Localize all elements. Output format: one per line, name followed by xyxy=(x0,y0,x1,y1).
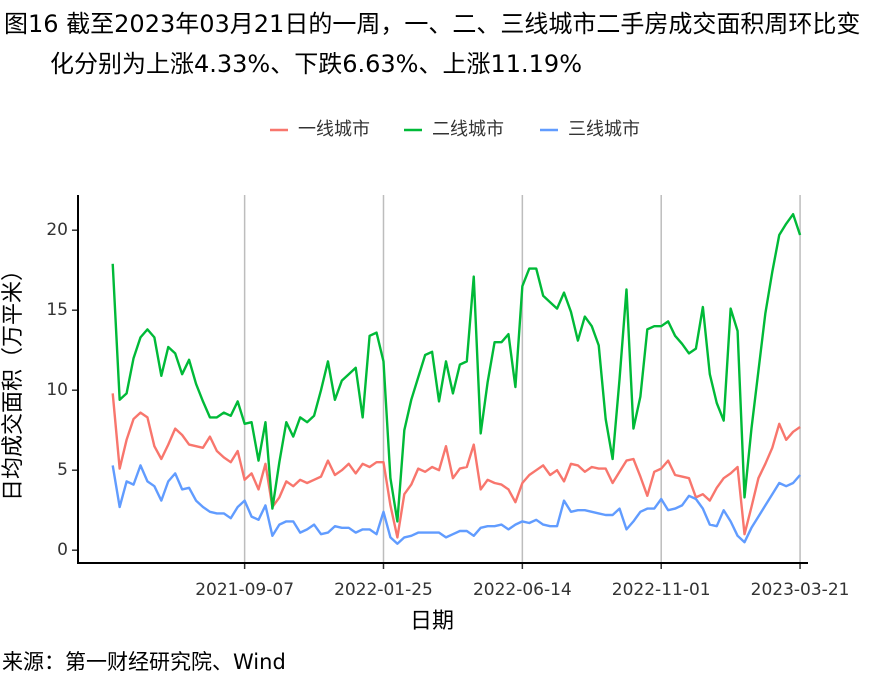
series-line xyxy=(111,393,801,539)
y-tick-label: 5 xyxy=(57,460,68,480)
x-tick-label: 2022-01-25 xyxy=(334,580,433,600)
chart-title: 图16 截至2023年03月21日的一周，一、二、三线城市二手房成交面积周环比变… xyxy=(4,10,861,78)
series-line xyxy=(111,213,802,523)
legend-label: 二线城市 xyxy=(432,119,504,140)
legend-label: 一线城市 xyxy=(298,119,370,140)
legend-label: 三线城市 xyxy=(568,119,640,140)
x-tick-label: 2021-09-07 xyxy=(195,580,294,600)
x-tick-label: 2022-06-14 xyxy=(473,580,572,600)
y-tick-label: 10 xyxy=(46,380,68,400)
y-tick-label: 15 xyxy=(46,300,68,320)
y-tick-label: 0 xyxy=(57,540,68,560)
y-tick-label: 20 xyxy=(46,220,68,240)
y-axis-title: 日均成交面积（万平米） xyxy=(1,259,26,501)
source-note: 来源：第一财经研究院、Wind xyxy=(2,650,286,674)
x-tick-label: 2023-03-21 xyxy=(751,580,850,600)
x-tick-label: 2022-11-01 xyxy=(612,580,711,600)
series-line xyxy=(111,464,801,545)
x-axis-title: 日期 xyxy=(410,609,454,634)
